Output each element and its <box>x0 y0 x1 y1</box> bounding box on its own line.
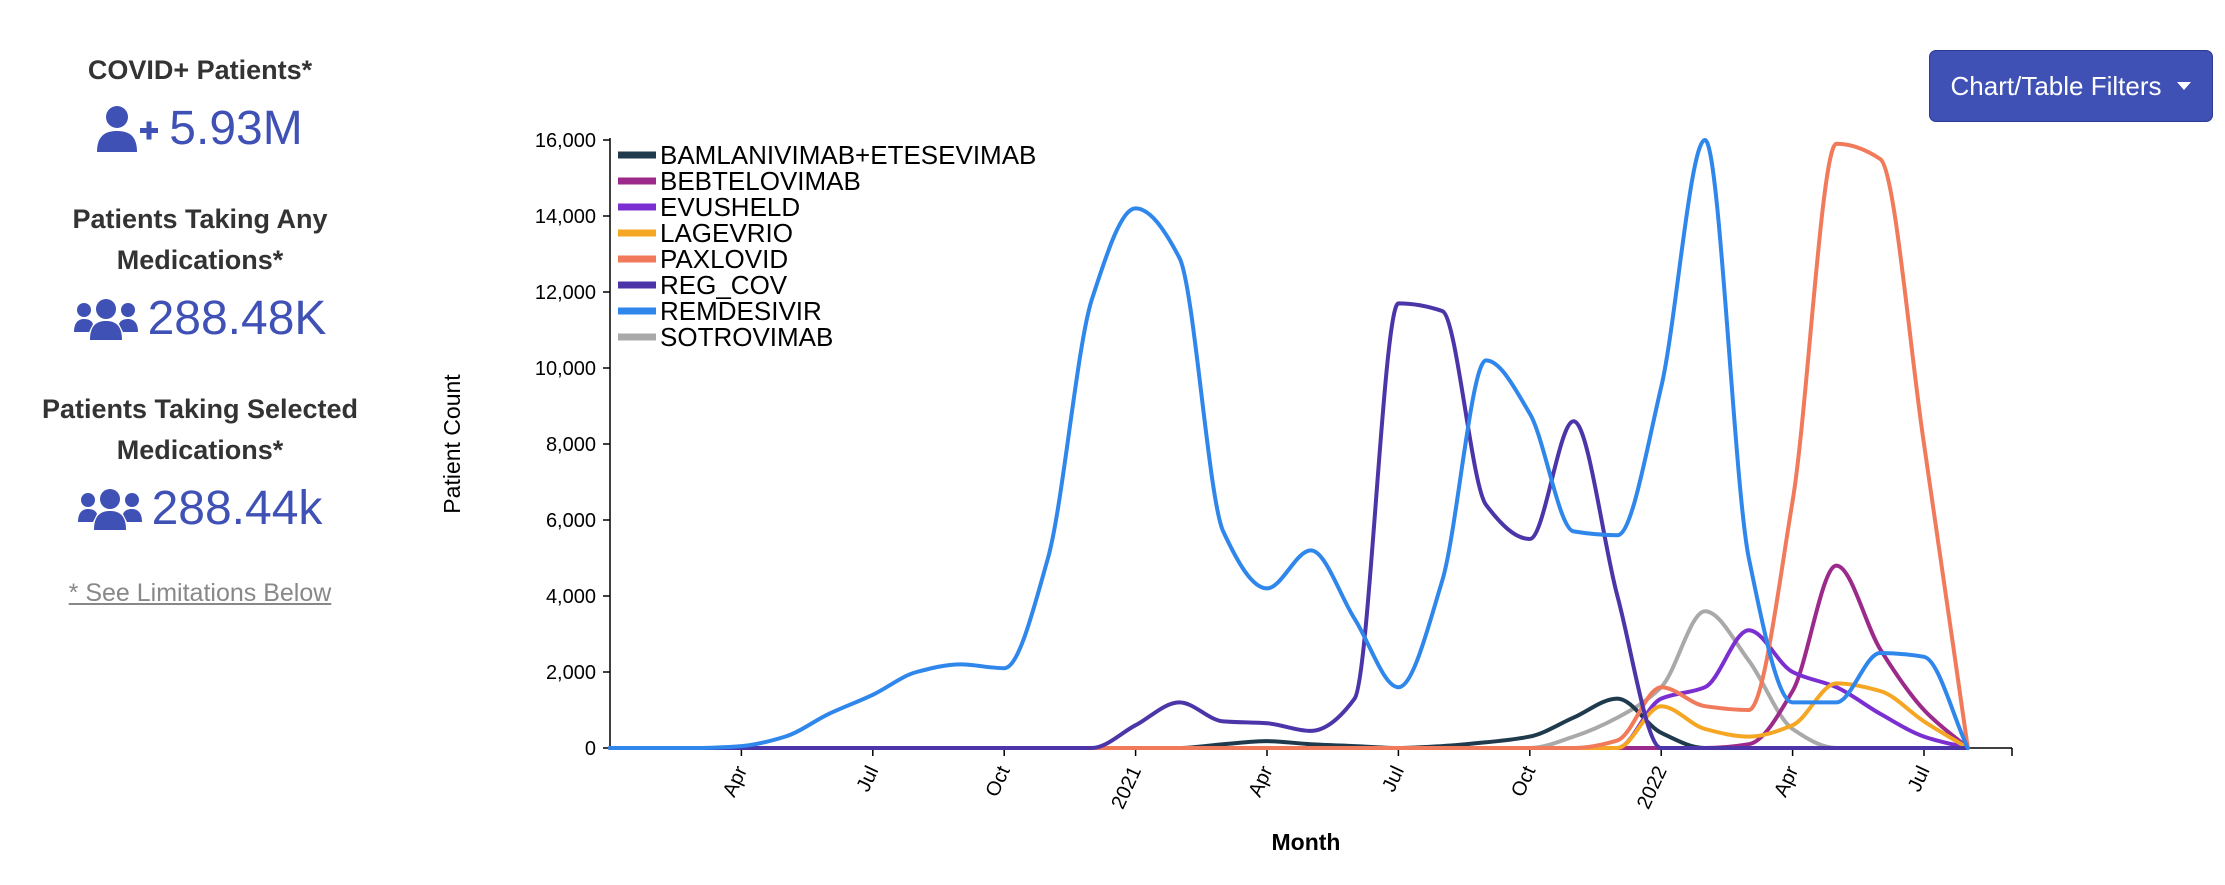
x-tick-label: Apr <box>719 763 752 801</box>
legend-label: PAXLOVID <box>660 244 788 274</box>
legend-label: REG_COV <box>660 270 788 300</box>
y-tick-label: 8,000 <box>546 434 596 456</box>
series-line-lagevrio <box>608 681 1970 751</box>
users-icon <box>77 489 142 530</box>
covid-patients-stat: 5.93M <box>30 101 370 157</box>
series-line-paxlovid <box>608 141 1970 751</box>
user-plus-icon <box>97 106 159 152</box>
series-line-reg-cov <box>608 301 1970 751</box>
y-tick-label: 0 <box>585 738 596 760</box>
users-icon <box>73 299 138 340</box>
any-medications-label: Patients Taking Any Medications* <box>72 204 328 275</box>
y-tick-label: 12,000 <box>535 282 596 304</box>
chart-table-filters-label: Chart/Table Filters <box>1950 70 2162 101</box>
x-tick-label: 2022 <box>1633 763 1672 813</box>
series-line-remdesivir <box>608 138 1970 751</box>
caret-down-icon <box>2177 82 2192 90</box>
selected-medications-stat: 288.44k <box>30 481 370 537</box>
y-tick-label: 16,000 <box>535 130 596 152</box>
x-axis-title: Month <box>1272 829 1341 855</box>
x-tick-label: Oct <box>982 762 1015 800</box>
x-tick-label: 2021 <box>1107 763 1146 813</box>
x-tick-label: Jul <box>1904 763 1935 795</box>
any-medications-value: 288.48K <box>147 292 327 345</box>
y-tick-label: 10,000 <box>535 358 596 380</box>
x-tick-label: Apr <box>1770 763 1803 801</box>
legend-label: SOTROVIMAB <box>660 322 833 352</box>
x-tick-label: Oct <box>1507 762 1540 800</box>
x-tick-label: Apr <box>1244 763 1277 801</box>
selected-medications-label: Patients Taking Selected Medications* <box>41 394 359 465</box>
stats-panel: COVID+ Patients* 5.93M Patients Taking A… <box>30 50 370 608</box>
selected-medications-value: 288.44k <box>151 482 323 535</box>
legend-label: EVUSHELD <box>660 192 800 222</box>
y-axis-title: Patient Count <box>439 374 465 514</box>
y-tick-label: 2,000 <box>546 662 596 684</box>
see-limitations-link[interactable]: * See Limitations Below <box>68 579 332 607</box>
y-tick-label: 4,000 <box>546 586 596 608</box>
legend-label: REMDESIVIR <box>660 296 822 326</box>
legend-label: LAGEVRIO <box>660 218 793 248</box>
legend-label: BAMLANIVIMAB+ETESEVIMAB <box>660 140 1036 170</box>
y-tick-label: 6,000 <box>546 510 596 532</box>
chart-table-filters-button[interactable]: Chart/Table Filters <box>1929 50 2213 122</box>
legend-label: BEBTELOVIMAB <box>660 166 861 196</box>
x-tick-label: Jul <box>853 763 884 795</box>
covid-patients-label: COVID+ Patients* <box>87 55 313 85</box>
x-tick-label: Jul <box>1378 763 1409 795</box>
y-tick-label: 14,000 <box>535 206 596 228</box>
any-medications-stat: 288.48K <box>30 291 370 347</box>
covid-patients-value: 5.93M <box>169 102 303 155</box>
